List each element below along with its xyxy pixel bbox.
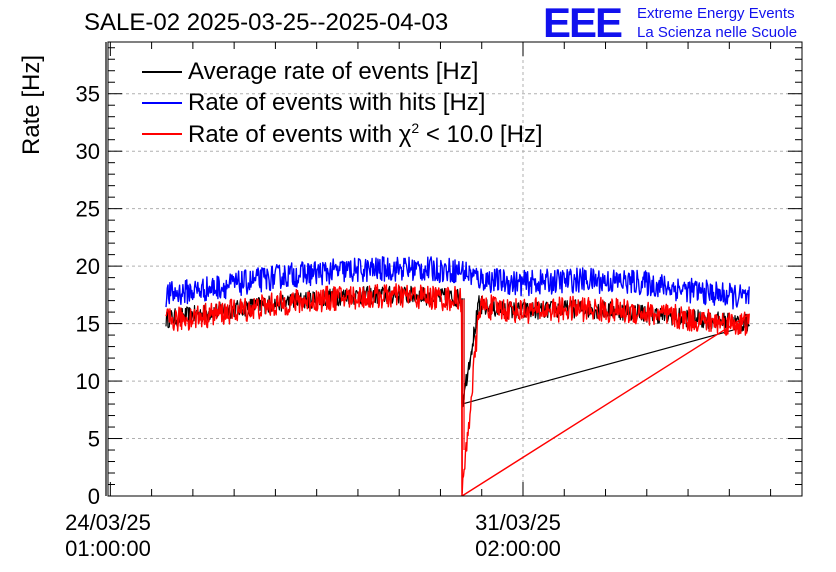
x-tick-label-2: 31/03/25 02:00:00 [475,510,561,562]
legend-chi2-suffix: < 10.0 [Hz] [419,121,543,148]
legend-chi2-sup: 2 [411,120,420,136]
x-tick-label-1: 24/03/25 01:00:00 [65,510,151,562]
series-line-chi2 [165,283,750,497]
legend-swatch-chi2 [142,133,182,135]
legend-swatch-hits [142,102,182,104]
legend-label-average: Average rate of events [Hz] [188,58,479,85]
x-tick-1-time: 01:00:00 [65,536,151,561]
chart-title: SALE-02 2025-03-25--2025-04-03 [84,9,449,36]
y-tick-label-35: 35 [76,82,100,107]
y-axis-label: Rate [Hz] [18,54,45,156]
y-tick-label-20: 20 [76,254,100,279]
x-tick-2-date: 31/03/25 [475,510,561,535]
legend-label-hits: Rate of events with hits [Hz] [188,89,486,116]
y-tick-label-0: 0 [88,484,100,509]
plot-frame [107,41,803,497]
y-tick-label-5: 5 [88,427,100,452]
eee-logo-text: Extreme Energy Events La Scienza nelle S… [637,4,797,42]
y-tick-label-15: 15 [76,312,100,337]
y-tick-label-10: 10 [76,369,100,394]
series-line-hits [165,256,750,310]
legend-chi2-prefix: Rate of events with χ [188,121,412,148]
x-tick-2-time: 02:00:00 [475,536,561,561]
legend-label-chi2: Rate of events with χ2 < 10.0 [Hz] [188,120,543,149]
y-tick-label-25: 25 [76,197,100,222]
logo-line-1: Extreme Energy Events [637,5,795,22]
eee-logo: EEE [543,0,623,46]
logo-line-2: La Scienza nelle Scuole [637,24,798,41]
legend-swatch-average [142,71,182,73]
x-tick-1-date: 24/03/25 [65,510,151,535]
y-tick-label-30: 30 [76,139,100,164]
